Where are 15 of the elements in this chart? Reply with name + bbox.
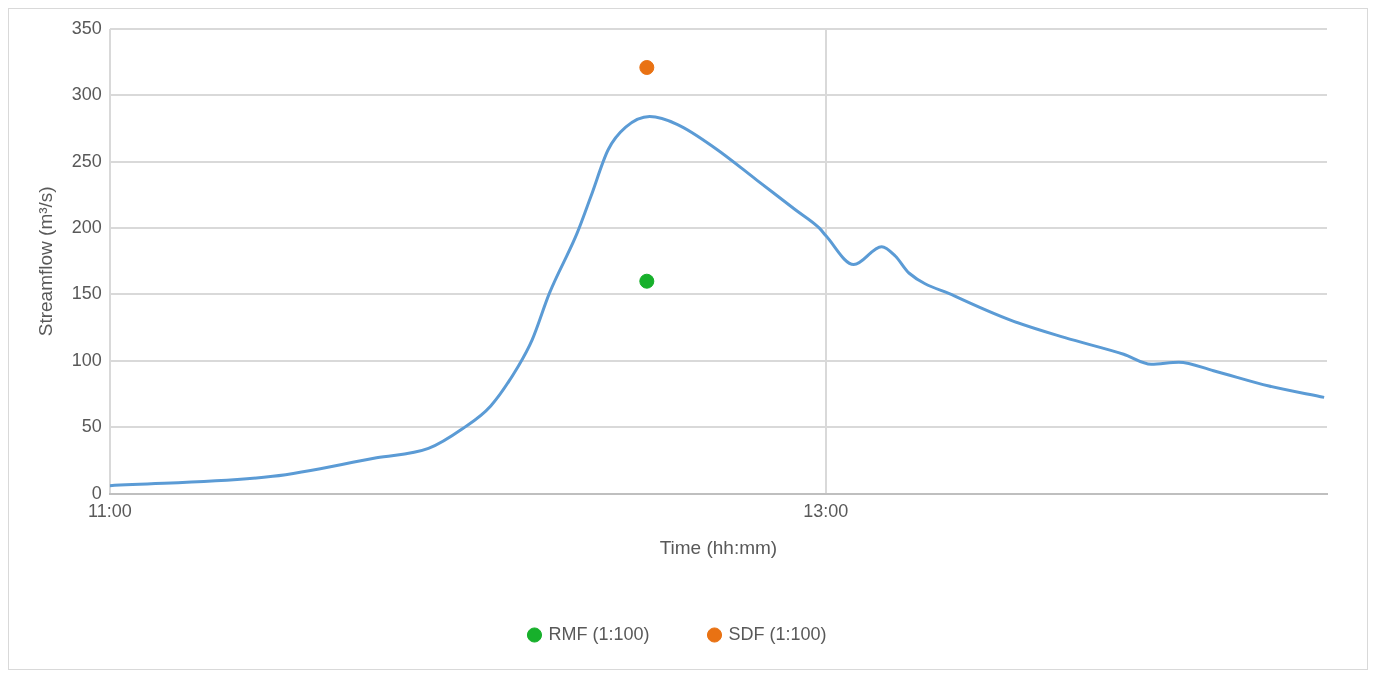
y-axis-title: Streamflow (m³/s) (34, 186, 56, 337)
legend-label: RMF (1:100) (548, 623, 650, 644)
x-tick-label: 13:00 (803, 501, 849, 522)
y-tick-label: 50 (81, 416, 102, 437)
y-tick-label: 200 (71, 217, 102, 238)
y-tick-label: 300 (71, 84, 102, 105)
line-series (109, 115, 1326, 488)
y-tick-label: 350 (71, 17, 102, 38)
y-tick-label: 0 (91, 482, 102, 503)
x-axis-title: Time (hh:mm) (659, 536, 778, 558)
x-tick-label: 11:00 (87, 501, 132, 522)
legend-label: SDF (1:100) (728, 623, 827, 644)
y-tick-label: 100 (71, 349, 102, 370)
y-tick-label: 250 (71, 150, 102, 171)
y-tick-label: 150 (71, 283, 102, 304)
